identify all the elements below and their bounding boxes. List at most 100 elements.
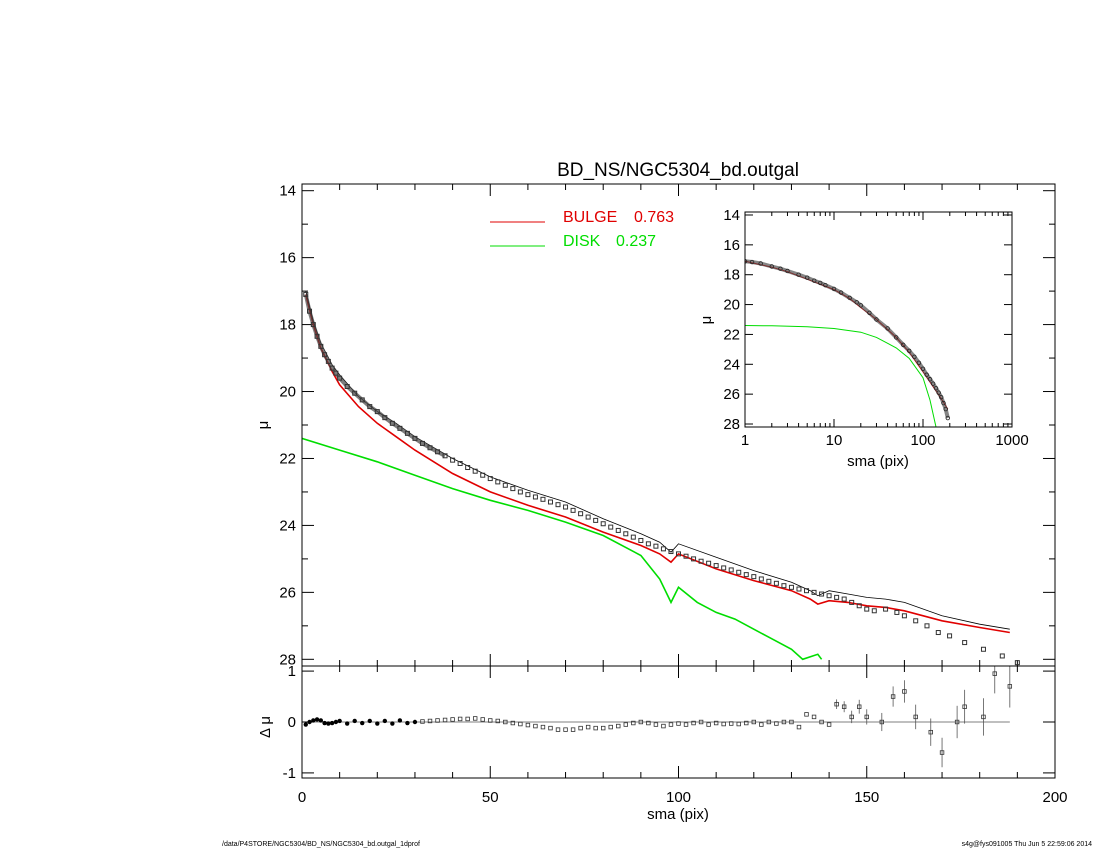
inset-data-point [920, 366, 926, 371]
res-point [578, 725, 583, 731]
inset-ytick-label: 28 [723, 416, 740, 433]
res-point [698, 719, 704, 725]
res-point [928, 729, 933, 735]
inset-data-point [758, 261, 763, 266]
res-point [601, 725, 606, 731]
res-point [503, 719, 508, 725]
data-point [570, 507, 576, 513]
res-point [962, 704, 967, 709]
res-point [819, 719, 824, 725]
inset-data-point [854, 300, 859, 305]
res-point [890, 694, 896, 699]
data-point [532, 494, 538, 500]
res-point [691, 720, 696, 726]
res-point [653, 722, 659, 727]
inset-series-group [745, 259, 951, 427]
res-point [902, 689, 907, 694]
res-point [563, 727, 568, 732]
data-point [517, 489, 523, 495]
data-point [645, 541, 651, 547]
data-point [660, 546, 666, 552]
res-point [442, 717, 448, 723]
res-ytick-label: -1 [283, 765, 296, 782]
inset-data-point [838, 290, 844, 295]
data-point [404, 430, 410, 436]
res-point [405, 720, 410, 726]
res-point [766, 719, 772, 725]
res-ytick-label: 1 [288, 663, 296, 680]
res-point [390, 721, 395, 726]
data-point [344, 384, 350, 390]
inset-data-point [894, 335, 899, 340]
data-point [1014, 660, 1020, 666]
inset-axis-ticks: 14 16 18 20 22 24 26 281 10 100 1000 [723, 207, 1028, 449]
inset-ytick-label: 20 [723, 297, 740, 314]
inset-data-point [943, 406, 948, 412]
res-point [646, 720, 651, 726]
res-point [533, 723, 538, 729]
main-ytick-label: 26 [279, 584, 296, 601]
res-point [307, 719, 312, 725]
inset-data-point [941, 400, 946, 406]
data-point [743, 572, 749, 578]
res-point [326, 721, 331, 726]
data-point [397, 425, 403, 431]
res-point [420, 719, 425, 724]
inset-ytick-label: 16 [723, 237, 740, 254]
data-point [623, 531, 629, 537]
data-point [849, 599, 855, 605]
inset-data-point [885, 326, 890, 331]
res-point [412, 719, 418, 725]
inset-data-point [778, 266, 783, 271]
data-point [804, 588, 810, 594]
data-point [706, 560, 712, 566]
res-point [661, 723, 666, 729]
inset-data-point [769, 264, 774, 269]
res-point [981, 714, 986, 720]
inset-data-point [805, 275, 810, 280]
res-xtick-label: 0 [298, 789, 306, 806]
data-point [683, 553, 689, 559]
data-point [307, 308, 313, 314]
res-point [992, 671, 997, 676]
legend: BULGE 0.763 DISK 0.237 [490, 209, 674, 250]
data-point [630, 534, 636, 540]
data-point [322, 352, 328, 358]
res-xtick-label: 150 [854, 789, 879, 806]
data-point [901, 613, 907, 619]
res-point [729, 721, 734, 726]
data-point [510, 486, 516, 492]
res-point [623, 722, 628, 727]
residual-y-axis-title: Δ μ [257, 716, 274, 738]
res-point [631, 720, 636, 726]
inset-disk-line [745, 325, 937, 427]
res-point [303, 722, 308, 727]
res-point [495, 718, 500, 724]
data-point [435, 449, 441, 455]
res-point [879, 719, 885, 725]
legend-bulge-value: 0.763 [634, 209, 674, 226]
inset-xtick-label: 1000 [995, 432, 1028, 449]
res-point [375, 721, 380, 726]
inset-data-point [938, 394, 944, 400]
main-y-axis-title: μ [255, 421, 272, 430]
data-point [310, 322, 316, 328]
data-point [638, 537, 644, 543]
inset-data-point [916, 360, 922, 365]
data-point [585, 514, 591, 520]
inset-data-band [745, 259, 950, 419]
inset-data-point [927, 377, 933, 382]
res-point [333, 719, 339, 725]
data-point [826, 593, 832, 599]
data-point [540, 496, 546, 502]
inset-data-point [874, 317, 879, 322]
data-point [721, 565, 727, 571]
main-profile-panel: BD_NS/NGC5304_bd.outgal μ 14 16 18 20 22 24 26… [255, 160, 1056, 668]
res-point [736, 721, 741, 727]
disk-series-line [302, 437, 823, 661]
data-point [728, 567, 734, 573]
data-point [924, 623, 930, 629]
res-point [593, 725, 598, 731]
data-point [766, 578, 772, 584]
main-ytick-label: 16 [279, 250, 296, 267]
